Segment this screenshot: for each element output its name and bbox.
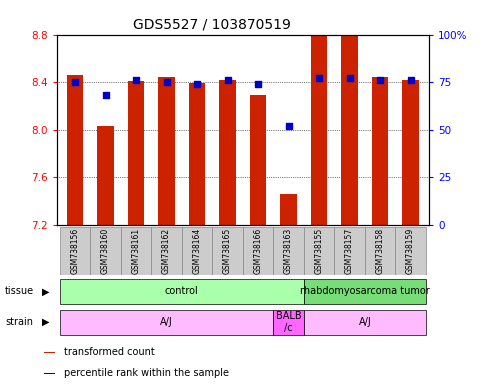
Text: A/J: A/J — [358, 317, 371, 327]
Bar — [334, 227, 365, 275]
Bar — [304, 279, 426, 304]
Point — [284, 123, 292, 129]
Bar — [60, 227, 90, 275]
Point — [132, 77, 140, 83]
Bar — [44, 372, 55, 374]
Bar — [219, 80, 236, 225]
Text: GSM738166: GSM738166 — [253, 227, 263, 274]
Bar — [182, 227, 212, 275]
Bar — [189, 83, 206, 225]
Text: tissue: tissue — [5, 286, 34, 296]
Point — [71, 79, 79, 85]
Bar — [372, 77, 388, 225]
Bar — [273, 227, 304, 275]
Bar — [304, 227, 334, 275]
Bar — [280, 194, 297, 225]
Text: GSM738160: GSM738160 — [101, 227, 110, 274]
Text: GSM738157: GSM738157 — [345, 227, 354, 274]
Text: strain: strain — [5, 317, 33, 327]
Bar — [273, 310, 304, 334]
Text: GSM738165: GSM738165 — [223, 227, 232, 274]
Text: A/J: A/J — [160, 317, 173, 327]
Bar — [365, 227, 395, 275]
Bar — [90, 227, 121, 275]
Text: GSM738161: GSM738161 — [132, 227, 141, 274]
Point — [163, 79, 171, 85]
Bar — [121, 227, 151, 275]
Text: GDS5527 / 103870519: GDS5527 / 103870519 — [133, 17, 291, 31]
Text: rhabdomyosarcoma tumor: rhabdomyosarcoma tumor — [300, 286, 430, 296]
Text: transformed count: transformed count — [64, 347, 155, 358]
Bar — [67, 75, 83, 225]
Bar — [304, 310, 426, 334]
Bar — [243, 227, 273, 275]
Bar — [60, 279, 304, 304]
Text: GSM738158: GSM738158 — [376, 227, 385, 274]
Point — [193, 81, 201, 87]
Text: ▶: ▶ — [41, 317, 49, 327]
Bar — [311, 36, 327, 225]
Text: GSM738156: GSM738156 — [70, 227, 79, 274]
Point — [102, 92, 109, 98]
Bar — [341, 36, 358, 225]
Point — [254, 81, 262, 87]
Bar — [97, 126, 114, 225]
Bar — [395, 227, 426, 275]
Point — [224, 77, 232, 83]
Bar — [151, 227, 182, 275]
Text: GSM738155: GSM738155 — [315, 227, 323, 274]
Bar — [249, 95, 266, 225]
Bar — [402, 80, 419, 225]
Bar — [128, 81, 144, 225]
Point — [315, 75, 323, 81]
Text: BALB
/c: BALB /c — [276, 311, 301, 333]
Text: control: control — [165, 286, 199, 296]
Point — [346, 75, 353, 81]
Bar — [212, 227, 243, 275]
Text: GSM738162: GSM738162 — [162, 227, 171, 274]
Bar — [158, 77, 175, 225]
Bar — [44, 352, 55, 353]
Point — [407, 77, 415, 83]
Text: ▶: ▶ — [41, 286, 49, 296]
Bar — [60, 310, 273, 334]
Text: GSM738164: GSM738164 — [193, 227, 202, 274]
Text: GSM738159: GSM738159 — [406, 227, 415, 274]
Text: percentile rank within the sample: percentile rank within the sample — [64, 368, 229, 378]
Point — [376, 77, 384, 83]
Text: GSM738163: GSM738163 — [284, 227, 293, 274]
